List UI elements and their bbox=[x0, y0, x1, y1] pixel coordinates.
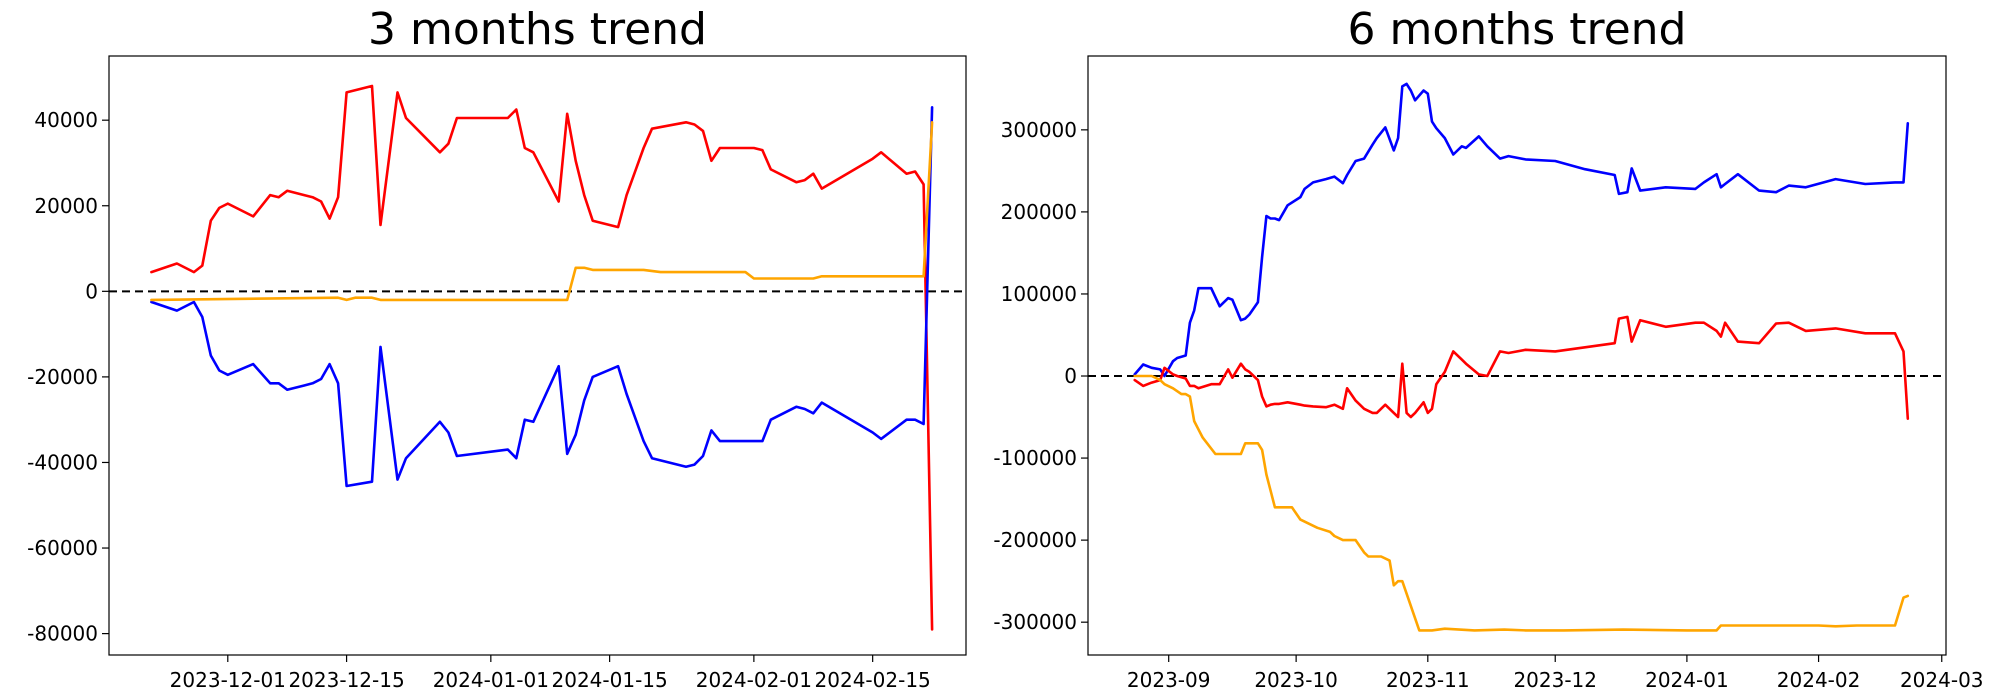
x-tick-label: 2023-12-01 bbox=[170, 668, 286, 692]
x-tick-label: 2023-09 bbox=[1127, 668, 1211, 692]
y-tick-label: -200000 bbox=[993, 528, 1077, 552]
y-tick-label: 300000 bbox=[1001, 118, 1077, 142]
x-tick-label: 2024-03 bbox=[1900, 668, 1984, 692]
x-tick-label: 2023-10 bbox=[1254, 668, 1338, 692]
series-line-red bbox=[1133, 315, 1910, 421]
x-tick-label: 2024-01 bbox=[1645, 668, 1729, 692]
y-tick-label: -80000 bbox=[27, 622, 98, 646]
chart-title: 6 months trend bbox=[1348, 4, 1687, 55]
y-tick-label: -100000 bbox=[993, 446, 1077, 470]
plot-frame bbox=[108, 55, 967, 656]
series-line-blue bbox=[150, 106, 934, 488]
y-tick-label: 200000 bbox=[1001, 200, 1077, 224]
x-tick-label: 2024-02-15 bbox=[815, 668, 931, 692]
y-tick-label: -300000 bbox=[993, 610, 1077, 634]
chart-6-months: 6 months trend 300000 200000 100000 0 -100000… bbox=[993, 4, 1983, 692]
y-tick-label: 0 bbox=[1064, 364, 1077, 388]
x-tick-label: 2024-01-01 bbox=[433, 668, 549, 692]
y-tick-label: -40000 bbox=[27, 450, 98, 474]
y-tick-label: 20000 bbox=[34, 194, 98, 218]
x-tick-label: 2024-02-01 bbox=[696, 668, 812, 692]
x-tick-label: 2024-02 bbox=[1777, 668, 1861, 692]
x-tick-label: 2023-12-15 bbox=[288, 668, 404, 692]
x-tick-label: 2024-01-15 bbox=[552, 668, 668, 692]
x-tick-label: 2023-12 bbox=[1513, 668, 1597, 692]
series-line-red bbox=[150, 84, 934, 631]
y-tick-label: 0 bbox=[85, 279, 98, 303]
chart-title: 3 months trend bbox=[368, 4, 707, 55]
y-tick-label: 40000 bbox=[34, 108, 98, 132]
x-tick-label: 2023-11 bbox=[1386, 668, 1470, 692]
y-tick-label: -60000 bbox=[27, 536, 98, 560]
y-tick-label: -20000 bbox=[27, 365, 98, 389]
series-line-orange bbox=[150, 121, 934, 302]
series-line-blue bbox=[1133, 82, 1910, 378]
series-line-orange bbox=[1133, 374, 1910, 632]
y-tick-label: 100000 bbox=[1001, 282, 1077, 306]
plot-frame bbox=[1087, 55, 1947, 656]
chart-3-months: 3 months trend 40000 20000 0 -20000 -40000 -60… bbox=[27, 4, 967, 692]
